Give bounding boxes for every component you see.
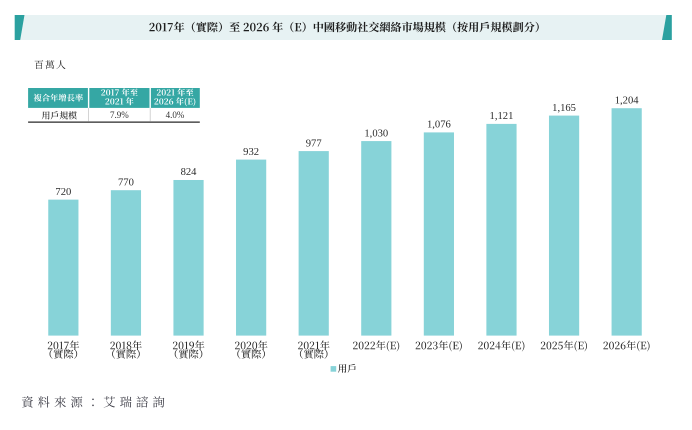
svg-text:4.0%: 4.0% xyxy=(166,110,185,120)
svg-text:824: 824 xyxy=(181,167,198,178)
svg-text:770: 770 xyxy=(118,177,134,188)
svg-text:1,030: 1,030 xyxy=(364,128,388,139)
svg-text:1,076: 1,076 xyxy=(427,120,451,131)
svg-text:1,165: 1,165 xyxy=(552,103,576,114)
svg-text:720: 720 xyxy=(55,187,71,198)
svg-text:977: 977 xyxy=(306,138,322,149)
svg-text:7.9%: 7.9% xyxy=(110,110,129,120)
svg-text:932: 932 xyxy=(243,147,259,158)
svg-text:1,121: 1,121 xyxy=(490,111,514,122)
svg-text:1,204: 1,204 xyxy=(615,95,640,106)
